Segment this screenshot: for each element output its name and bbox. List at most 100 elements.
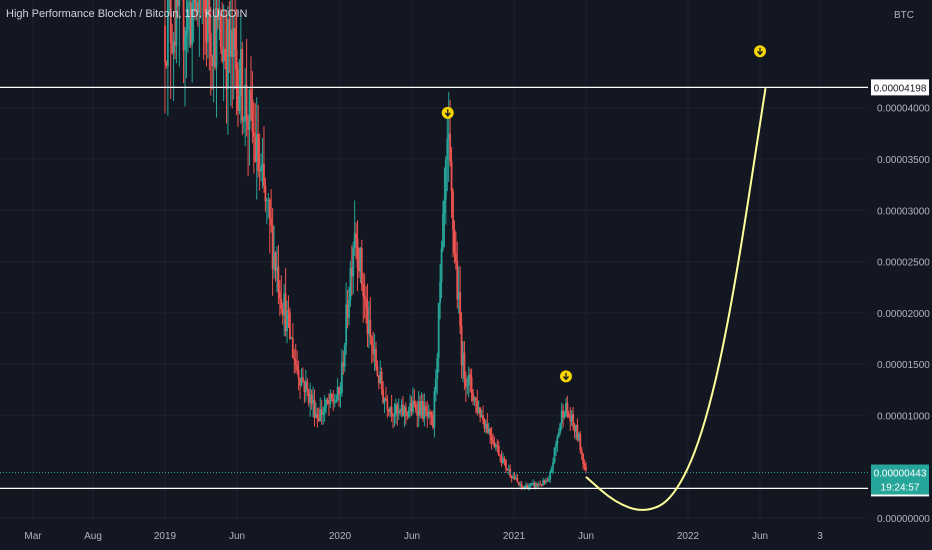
- candle-body: [575, 424, 577, 432]
- candle-body: [312, 399, 314, 404]
- candle-body: [469, 374, 472, 377]
- markers: [441, 45, 766, 383]
- candle-body: [414, 404, 417, 411]
- candle-body: [459, 292, 462, 326]
- candle-body: [182, 0, 185, 51]
- candle-body: [263, 163, 265, 186]
- candle-body: [369, 320, 372, 337]
- candle-body: [483, 420, 486, 429]
- y-tick-label: 0.00001500: [877, 360, 930, 371]
- candle-body: [264, 185, 267, 202]
- candle-body: [258, 170, 261, 172]
- candle-body: [283, 293, 286, 316]
- candle-body: [328, 402, 330, 405]
- candle-body: [522, 486, 524, 488]
- candle-body: [306, 381, 309, 390]
- price-axis[interactable]: 0.00004000 0.00003500 0.00003000 0.00002500…: [868, 0, 932, 550]
- candle-body: [261, 163, 264, 167]
- candle-body: [403, 407, 406, 417]
- candle-body: [416, 410, 419, 416]
- candle-body: [375, 348, 377, 367]
- candle-body: [387, 409, 390, 412]
- candle-body: [410, 403, 413, 413]
- candle-body: [506, 468, 509, 471]
- candle-body: [494, 445, 497, 448]
- candle-body: [437, 302, 440, 358]
- candle-body: [350, 267, 353, 277]
- candle-body: [446, 139, 449, 160]
- candle-body: [338, 387, 340, 395]
- candle-body: [560, 410, 563, 424]
- candle-body: [297, 369, 300, 379]
- x-tick-label: 3: [817, 531, 823, 542]
- candle-body: [447, 133, 450, 140]
- candle-body: [502, 458, 504, 463]
- candle-body: [540, 485, 543, 487]
- candle-body: [389, 407, 392, 412]
- candle-body: [569, 416, 572, 422]
- candle-body: [281, 308, 284, 316]
- candle-body: [188, 2, 191, 4]
- candle-body: [189, 2, 192, 45]
- candle-body: [372, 346, 375, 355]
- candle-body: [390, 407, 393, 416]
- candle-body: [480, 415, 483, 418]
- candle-body: [515, 477, 517, 480]
- candle-body: [585, 466, 587, 471]
- candle-body: [394, 404, 397, 416]
- candle-body: [367, 320, 370, 334]
- candle-body: [315, 413, 317, 418]
- candle-body: [546, 480, 549, 482]
- candle-body: [577, 433, 580, 440]
- candle-body: [426, 411, 429, 417]
- candle-body: [211, 55, 214, 66]
- candle-body: [497, 445, 500, 456]
- candle-body: [500, 456, 503, 463]
- candle-body: [342, 362, 345, 367]
- candle-body: [273, 252, 275, 270]
- candle-body: [443, 199, 446, 214]
- candle-body: [467, 374, 470, 386]
- candle-body: [477, 407, 480, 413]
- candle-body: [545, 480, 547, 483]
- candle-body: [278, 291, 281, 299]
- candle-body: [490, 435, 493, 441]
- candle-body: [227, 19, 229, 90]
- candle-body: [336, 387, 339, 400]
- candle-body: [420, 401, 423, 416]
- candle-body: [313, 399, 316, 418]
- candle-body: [565, 402, 567, 417]
- candle-body: [567, 413, 570, 417]
- arrow-glyph: [562, 372, 569, 381]
- candle-body: [476, 400, 479, 413]
- candle-body: [397, 410, 400, 414]
- candle-body: [333, 402, 336, 404]
- candle-body: [270, 218, 273, 226]
- candle-body: [222, 48, 225, 62]
- candle-body: [355, 233, 358, 239]
- candle-body: [274, 252, 277, 271]
- candle-body: [454, 253, 457, 262]
- candle-body: [549, 471, 552, 480]
- candle-body: [487, 428, 490, 433]
- candle-body: [373, 348, 376, 355]
- candle-body: [439, 281, 442, 303]
- candle-body: [353, 233, 356, 249]
- candle-body: [239, 48, 242, 96]
- projection-path: [585, 88, 767, 511]
- candle-body: [260, 166, 262, 172]
- candle-body: [268, 199, 271, 219]
- candle-body: [343, 345, 346, 367]
- candle-body: [570, 414, 573, 422]
- candle-body: [582, 454, 585, 464]
- candle-body: [482, 415, 484, 421]
- candle-body: [320, 409, 323, 415]
- candle-body: [293, 357, 296, 360]
- countdown-label: 19:24:57: [881, 483, 920, 494]
- x-tick-label: Jun: [404, 531, 420, 542]
- candle-body: [244, 84, 247, 122]
- x-tick-label: Aug: [84, 531, 102, 542]
- candle-body: [452, 191, 454, 230]
